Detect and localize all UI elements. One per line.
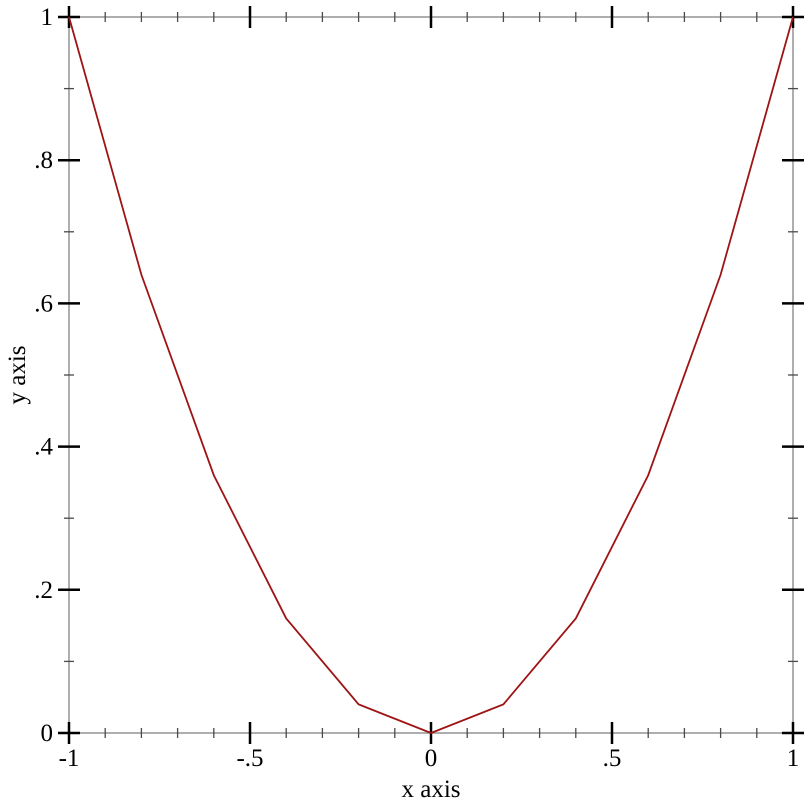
data-series-group [68,16,794,734]
x-tick-label: 1 [787,745,800,772]
x-tick-label: .5 [603,745,622,772]
y-tick-label: .6 [34,290,53,317]
x-tick-label: -.5 [236,745,263,772]
y-axis-title: y axis [4,345,31,404]
minor-ticks [64,12,798,738]
y-tick-label: .8 [34,147,53,174]
major-ticks [58,6,804,744]
data-series-line [68,16,794,734]
y-tick-label: 0 [41,720,54,747]
x-tick-label: 0 [425,745,438,772]
tick-labels: -1 -.5 0 .5 1 0 .2 .4 .6 .8 1 [34,4,799,772]
y-tick-label: .2 [34,577,53,604]
x-tick-label: -1 [59,745,80,772]
y-tick-label: 1 [41,4,54,31]
x-axis-title: x axis [401,776,460,803]
y-tick-label: .4 [34,434,53,461]
